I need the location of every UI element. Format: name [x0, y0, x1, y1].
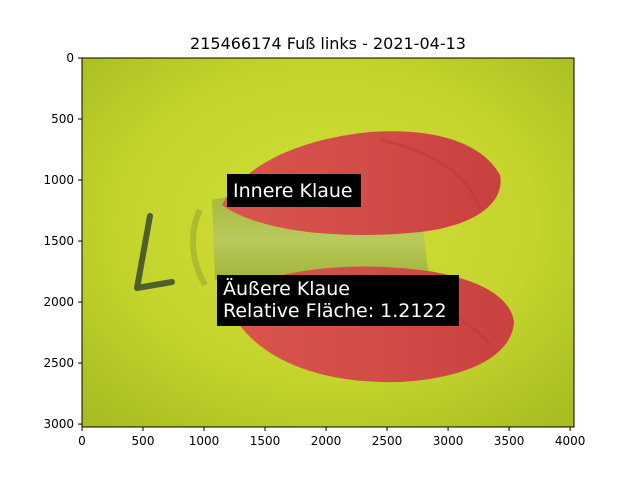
- axes-frame: [81, 57, 575, 428]
- annotation-inner-box: [227, 174, 361, 207]
- y-tick-label: 2000: [43, 295, 74, 309]
- y-tick-label: 1500: [43, 234, 74, 248]
- x-tick-label: 3500: [494, 434, 525, 448]
- x-tick-label: 0: [78, 434, 86, 448]
- annotation-inner: Innere Klaue: [227, 174, 361, 207]
- y-tick-label: 1000: [43, 173, 74, 187]
- annotation-outer-line2: Relative Fläche: 1.2122: [223, 300, 447, 322]
- annotation-inner-label: Innere Klaue: [233, 180, 353, 202]
- annotation-outer: Äußere Klaue Relative Fläche: 1.2122: [217, 275, 459, 326]
- x-tick-label: 1000: [189, 434, 220, 448]
- y-tick-label: 0: [66, 51, 74, 65]
- y-axis-ticks: 0 500 1000 1500 2000 2500 3000: [43, 51, 82, 431]
- x-tick-label: 1500: [250, 434, 281, 448]
- x-axis-ticks: 0 500 1000 1500 2000 2500 3000 3500 4000: [78, 427, 585, 448]
- y-tick-label: 3000: [43, 417, 74, 431]
- y-tick-label: 2500: [43, 356, 74, 370]
- hoof-photo: [82, 58, 574, 427]
- annotation-outer-box: [217, 275, 459, 326]
- figure-title: 215466174 Fuß links - 2021-04-13: [190, 34, 466, 53]
- x-tick-label: 2000: [311, 434, 342, 448]
- y-tick-label: 500: [51, 112, 74, 126]
- annotation-outer-line1: Äußere Klaue: [223, 277, 350, 300]
- x-tick-label: 2500: [372, 434, 403, 448]
- x-tick-label: 4000: [555, 434, 586, 448]
- l-marker-icon: [134, 213, 175, 291]
- x-tick-label: 3000: [433, 434, 464, 448]
- x-tick-label: 500: [132, 434, 155, 448]
